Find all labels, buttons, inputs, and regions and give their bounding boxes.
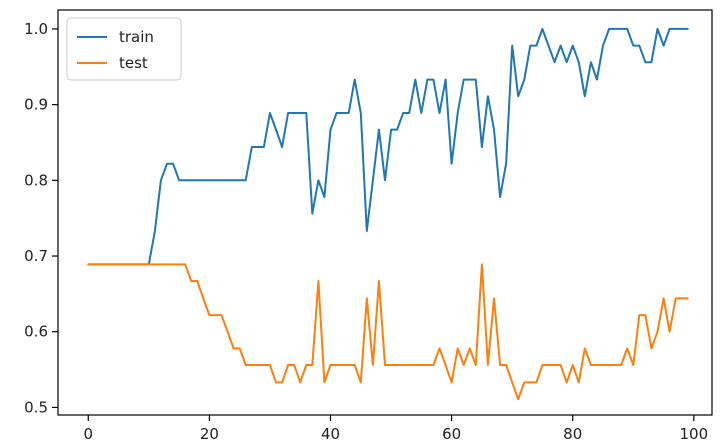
x-tick-label: 0 (84, 425, 94, 443)
x-tick-label: 100 (680, 425, 709, 443)
y-tick-label: 0.6 (24, 323, 48, 341)
legend-box (66, 17, 182, 81)
y-tick-label: 0.5 (24, 398, 48, 416)
legend-label-test: test (119, 54, 148, 72)
axes-frame (57, 9, 713, 416)
x-tick-label: 40 (321, 425, 340, 443)
series-line-train (87, 27, 689, 266)
legend: train test (66, 17, 182, 81)
x-tick-label: 20 (200, 425, 219, 443)
y-tick-label: 1.0 (24, 20, 48, 38)
legend-label-train: train (119, 28, 154, 46)
y-tick-label: 0.9 (24, 96, 48, 114)
x-tick-label: 80 (563, 425, 582, 443)
x-axis: 0 20 40 60 80 100 (84, 415, 709, 443)
x-tick-label: 60 (442, 425, 461, 443)
y-axis: 0.5 0.6 0.7 0.8 0.9 1.0 (24, 20, 58, 416)
y-tick-label: 0.7 (24, 247, 48, 265)
y-tick-label: 0.8 (24, 171, 48, 189)
series-line-test (87, 263, 689, 401)
plot-area (57, 9, 713, 416)
